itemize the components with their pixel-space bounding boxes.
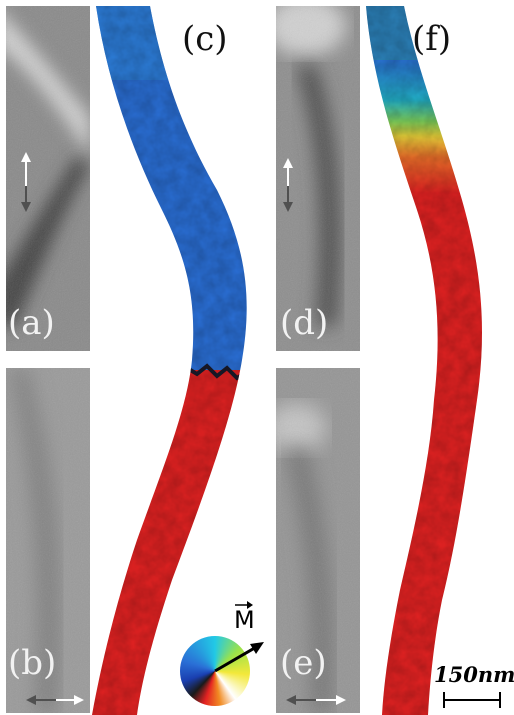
polarization-arrow-horizontal-b [26,695,84,705]
panel-a-label: (a) [8,303,55,343]
panel-b: (b) [6,368,90,713]
panel-d-label: (d) [280,303,329,343]
panel-a-image [6,6,90,351]
panel-c-label: (c) [182,19,228,59]
panel-a: (a) [6,6,90,351]
polarization-arrow-vertical-a [21,152,31,212]
color-wheel: M [178,601,268,710]
panel-e-image [276,368,360,713]
panel-e: (e) [276,368,360,713]
panel-d: (d) [276,6,360,351]
magnetization-arrow [214,642,264,673]
vector-arrow-icon [235,601,253,609]
polarization-arrow-horizontal-e [286,695,346,705]
panel-b-label: (b) [8,643,57,683]
scale-bar-label: 150nm [434,662,514,687]
panel-d-image [276,6,360,351]
panel-e-label: (e) [280,643,327,683]
panel-f-label: (f) [412,19,452,59]
polarization-arrow-vertical-d [283,158,293,212]
magnetization-label: M [234,606,255,634]
panel-c: (c) M [92,0,270,715]
panel-f-image [366,6,482,715]
panel-f: (f) 150nm [362,0,514,715]
scale-bar [443,692,501,708]
panel-b-image [6,368,90,713]
